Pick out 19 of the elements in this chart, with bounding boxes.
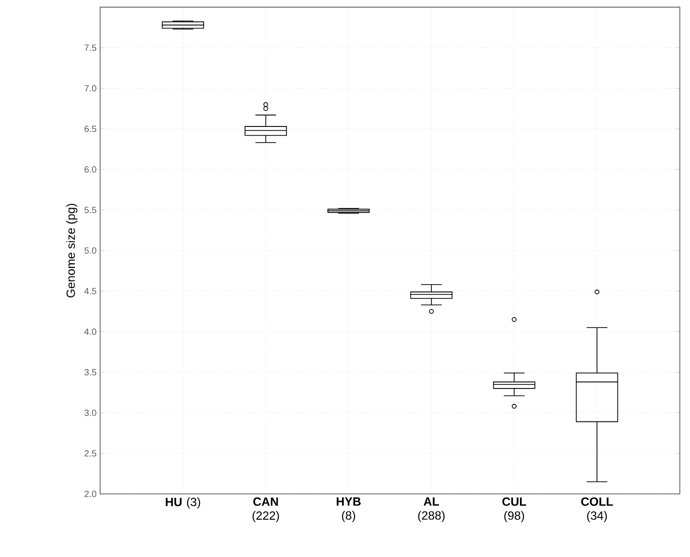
y-tick-label: 7.0 — [84, 85, 96, 92]
x-tick-label: AL (288) — [418, 497, 445, 522]
y-tick-label: 5.5 — [84, 206, 96, 214]
y-tick-label: 6.5 — [84, 126, 96, 132]
y-tick-label: 2.0 — [84, 490, 96, 498]
y-tick-label: 5.0 — [84, 247, 96, 254]
x-tick-label: CAN (222) — [252, 497, 279, 522]
y-tick-label: 7.5 — [84, 44, 96, 51]
x-tick-label: COLL (34) — [581, 497, 613, 522]
y-tick-label: 2.5 — [84, 450, 96, 456]
x-tick-label: HU (3) — [166, 497, 200, 509]
y-tick-label: 3.5 — [84, 369, 96, 376]
y-axis-title: Genome size (pg) — [66, 204, 78, 298]
x-tick-label: CUL (98) — [502, 497, 526, 522]
y-tick-label: 6.0 — [84, 166, 96, 173]
y-tick-label: 4.0 — [84, 328, 96, 335]
x-tick-label: HYB (8) — [336, 497, 361, 522]
y-tick-label: 3.0 — [84, 410, 96, 416]
y-tick-label: 4.5 — [84, 288, 96, 294]
